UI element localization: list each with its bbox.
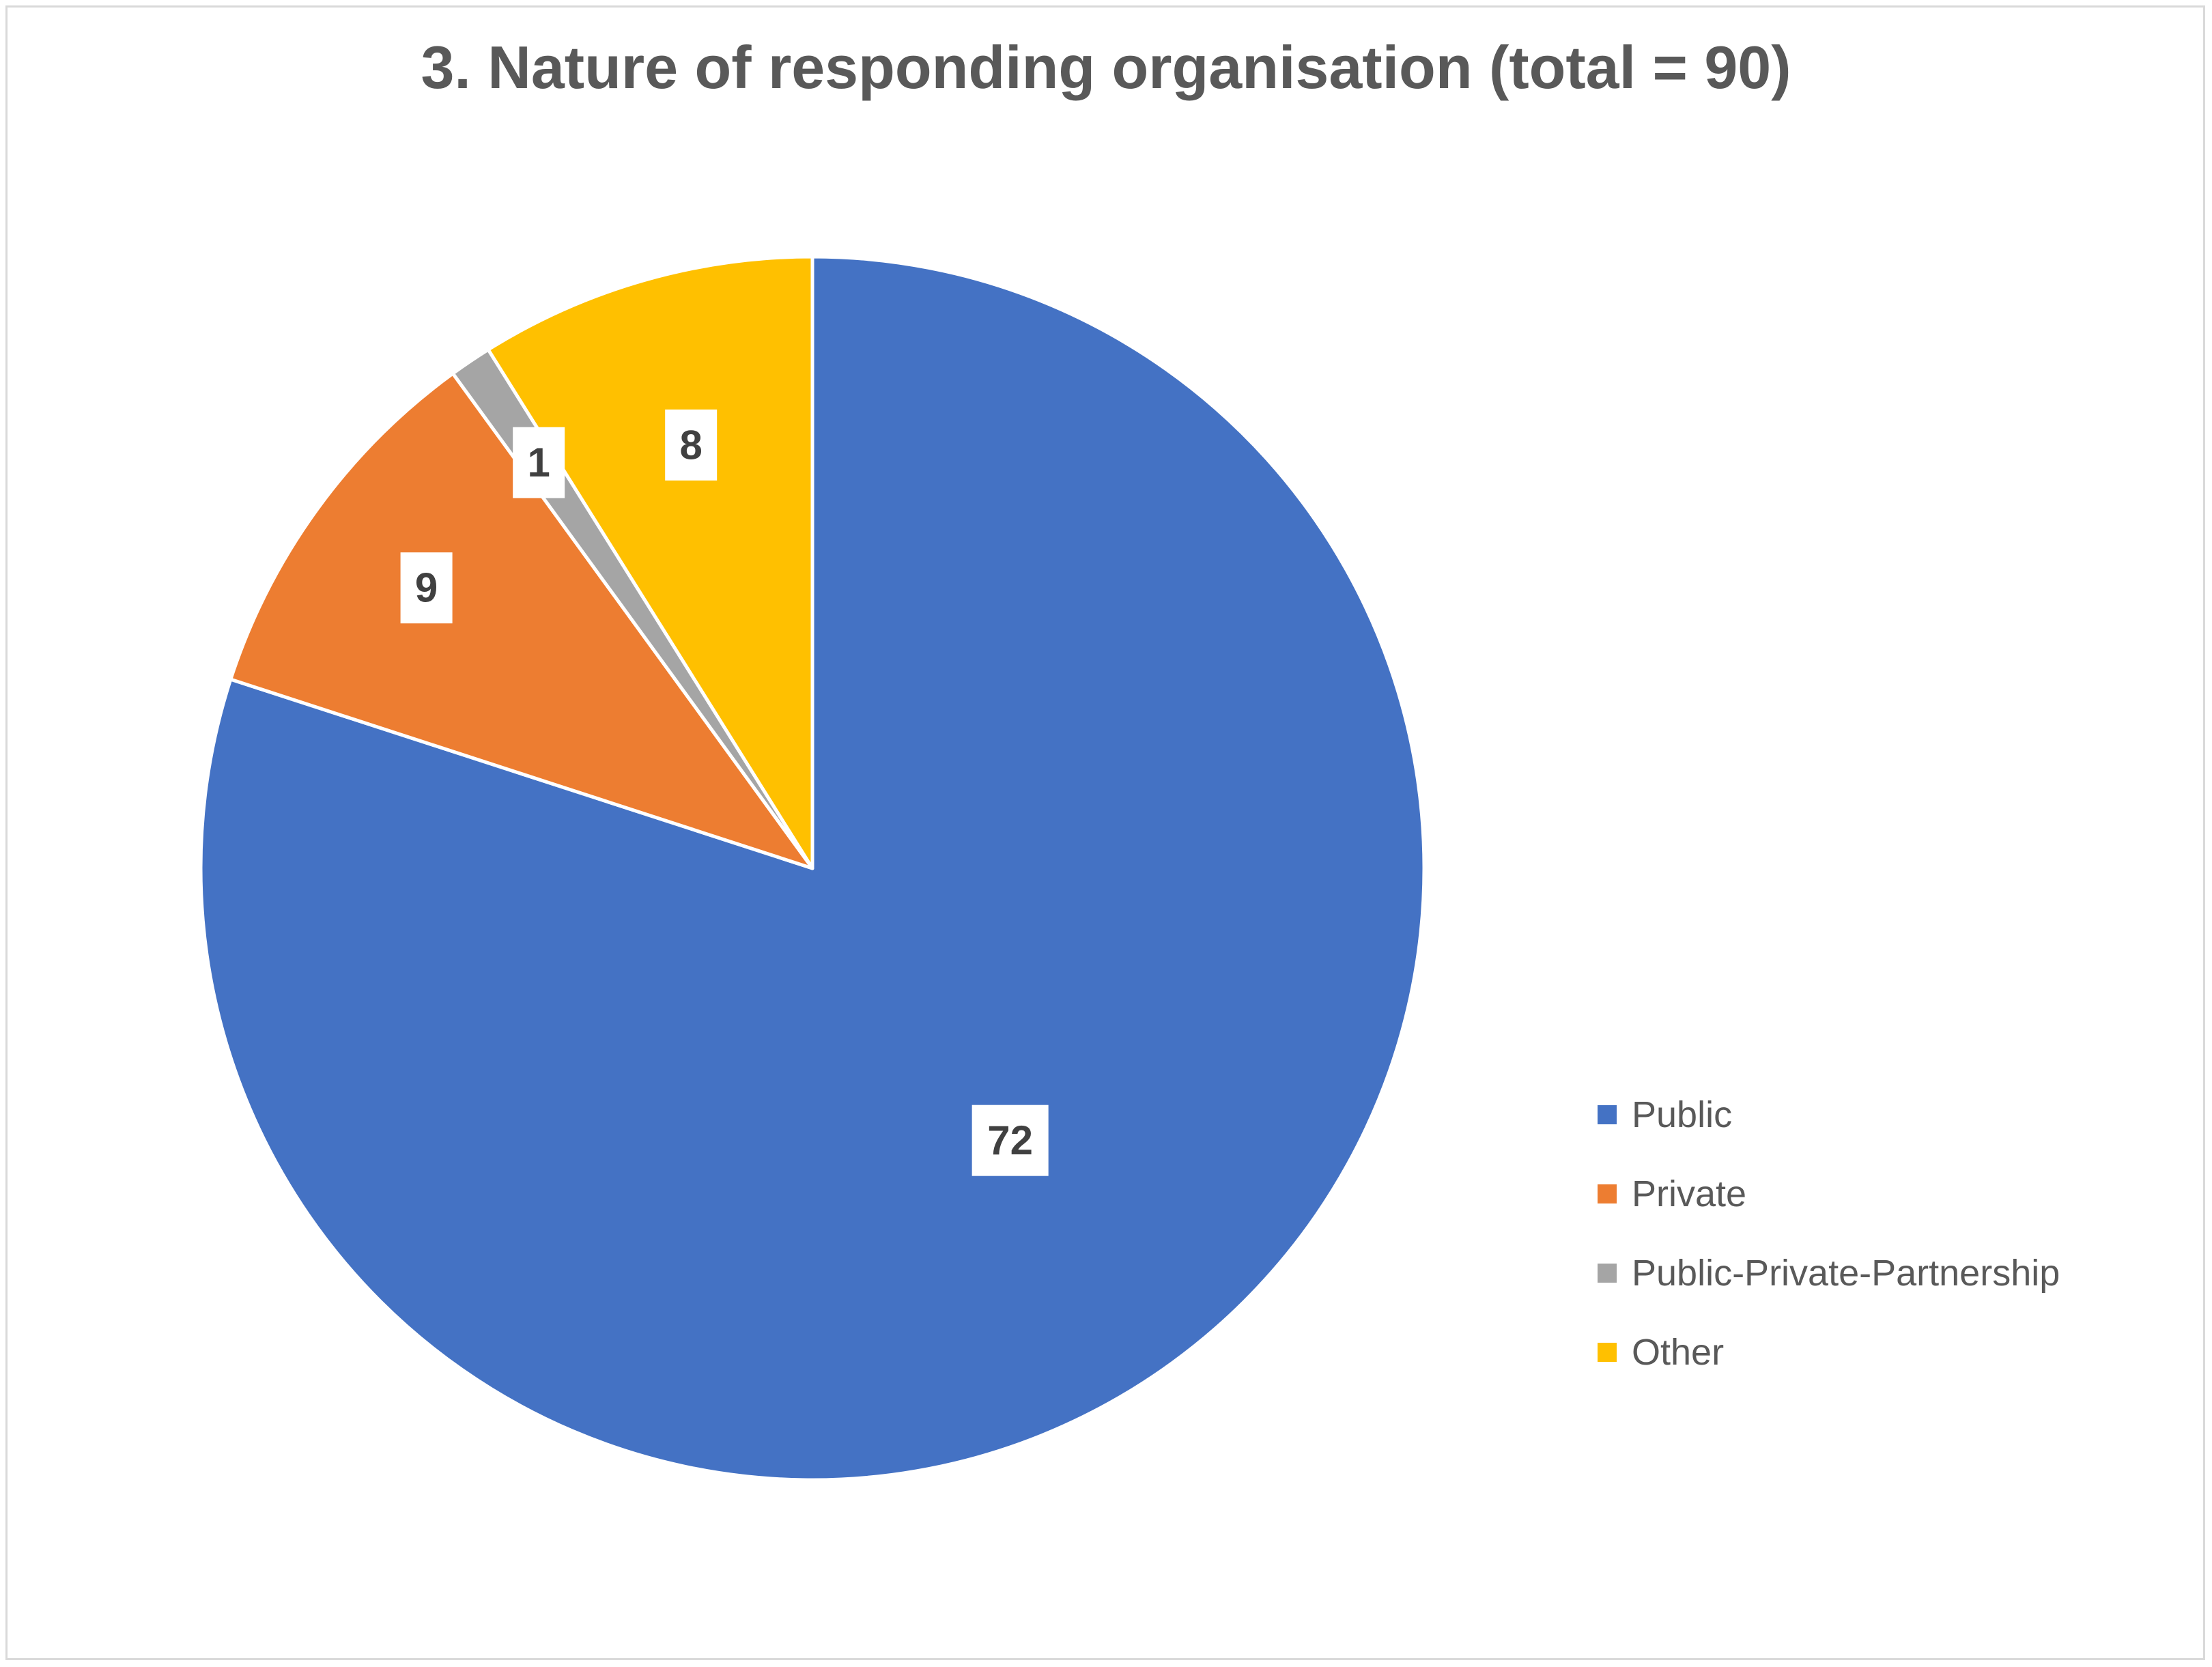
data-label: 8	[665, 409, 718, 481]
legend-label: Other	[1632, 1332, 1725, 1373]
pie-data-labels: 72 9 1 8	[400, 409, 1049, 1176]
data-label: 1	[513, 427, 565, 498]
data-label-box	[665, 409, 718, 481]
legend-item-private: Private	[1598, 1154, 2060, 1234]
legend-label: Private	[1632, 1173, 1747, 1214]
legend-swatch	[1598, 1264, 1617, 1283]
legend-swatch	[1598, 1184, 1617, 1203]
legend-swatch	[1598, 1105, 1617, 1124]
legend-swatch	[1598, 1343, 1617, 1362]
legend-label: Public	[1632, 1094, 1733, 1135]
data-label-text: 9	[415, 565, 438, 611]
pie-slice-other	[486, 255, 814, 870]
pie-slice-private	[229, 371, 814, 870]
data-label-box	[400, 552, 453, 624]
data-label-text: 1	[527, 440, 550, 485]
legend-item-other: Other	[1598, 1313, 2060, 1392]
data-label: 72	[972, 1105, 1049, 1176]
chart-title: 3. Nature of responding organisation (to…	[421, 33, 1791, 101]
data-label: 9	[400, 552, 453, 624]
legend-item-public-private-partnership: Public-Private-Partnership	[1598, 1234, 2060, 1313]
pie-slices	[199, 255, 1426, 1482]
data-label-box	[513, 427, 565, 498]
chart-legend: Public Private Public-Private-Partnershi…	[1598, 1075, 2060, 1392]
data-label-text: 72	[987, 1117, 1033, 1163]
data-label-text: 8	[679, 422, 702, 468]
legend-item-public: Public	[1598, 1075, 2060, 1154]
legend-label: Public-Private-Partnership	[1632, 1253, 2060, 1294]
data-label-box	[972, 1105, 1049, 1176]
